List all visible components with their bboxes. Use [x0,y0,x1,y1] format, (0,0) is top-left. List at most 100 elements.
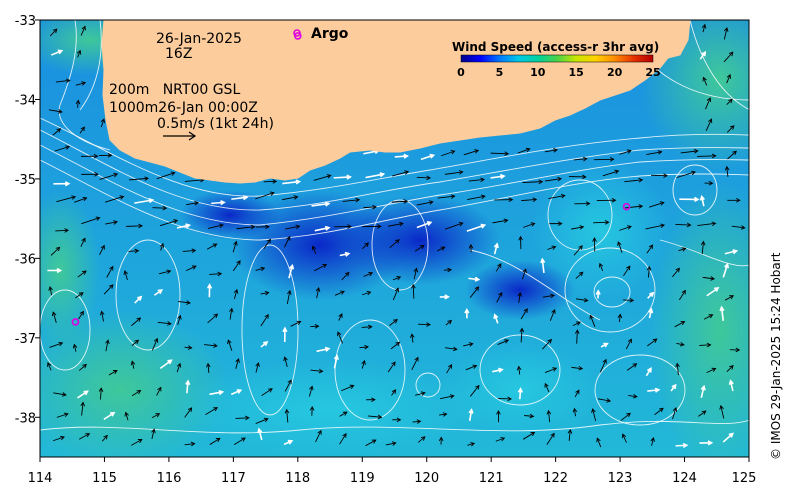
current-arrow [56,412,69,418]
current-arrow [723,27,729,40]
current-arrow [153,289,164,296]
current-arrow [391,199,409,204]
current-arrow [698,410,707,417]
lat-tick-label: -38 [15,412,36,427]
colorbar-ticks: 0 5 10 15 20 25 [457,66,660,79]
current-arrow [727,198,741,203]
current-arrow [676,170,696,179]
current-arrow [103,411,116,421]
current-arrow [567,428,573,441]
current-arrow [105,220,118,225]
current-arrow [125,223,143,229]
current-arrow [361,360,366,369]
current-arrow [282,195,299,201]
current-arrow [52,435,65,442]
current-arrow [599,358,607,373]
current-arrow [339,411,348,417]
current-arrow [363,271,374,277]
current-arrow [574,389,580,398]
current-arrow [731,225,746,230]
lat-tick-label: -33 [15,14,36,29]
current-arrow [517,291,523,303]
current-arrow [623,265,631,276]
current-arrow [159,359,173,370]
current-arrow [392,275,402,281]
current-arrow [394,153,410,159]
current-arrow [676,341,685,347]
current-arrow [672,267,680,278]
current-arrow [286,289,292,304]
current-arrow [617,313,623,323]
current-arrow [49,341,64,348]
current-arrow [546,409,552,423]
current-arrow [648,201,665,208]
current-arrow [255,191,275,200]
current-arrow [333,354,339,369]
current-arrow [80,401,86,416]
current-arrow [620,412,631,421]
current-arrow [151,337,159,351]
current-arrow [152,205,168,211]
current-arrow [184,441,196,447]
current-arrow [576,297,589,303]
current-arrow [467,442,476,447]
current-arrow [498,396,513,402]
current-arrow [314,225,331,232]
current-arrow [418,322,431,327]
current-arrow [131,390,142,397]
current-arrow [415,391,426,396]
current-arrow [98,387,104,400]
current-arrow [416,200,434,206]
current-arrow [465,364,478,371]
current-arrow [341,271,350,281]
current-arrow [309,405,315,416]
lon-tick-label: 120 [414,471,439,486]
current-arrow [255,224,270,230]
current-arrow [313,174,332,181]
current-arrow [413,267,419,280]
current-arrow [675,362,680,376]
current-arrow [209,389,225,396]
argo-float-marker [71,318,80,326]
current-arrow [727,150,737,160]
current-arrow [544,367,558,373]
flow-contours [40,20,749,434]
current-arrow [49,28,58,37]
current-arrow [654,407,664,416]
current-arrow [53,392,67,397]
current-arrow [571,365,584,371]
current-arrow [705,118,713,131]
current-arrow [444,170,464,175]
current-arrow [78,310,84,320]
current-arrow [619,225,632,231]
current-arrow [466,223,487,232]
current-arrow [722,262,730,278]
current-arrow [602,169,620,177]
current-arrow [675,442,689,449]
current-arrow [464,307,470,319]
current-arrow [209,271,223,277]
current-arrow [260,290,270,296]
current-arrow [438,436,444,445]
current-arrow [124,411,129,421]
current-arrow [52,128,62,136]
current-arrow [699,342,712,348]
current-arrow [233,288,239,300]
colorbar-title: Wind Speed (access-r 3hr avg) [452,40,659,54]
current-arrow [699,440,714,446]
current-arrow [728,379,734,392]
current-arrow [363,204,377,210]
current-arrow [182,248,197,254]
current-arrow [705,97,712,110]
current-arrow [233,437,246,446]
current-arrow [494,197,514,203]
current-arrow [440,394,455,400]
current-arrow [156,171,176,180]
current-arrow [679,196,700,203]
current-arrow [706,367,717,374]
current-arrow [47,267,63,274]
current-arrow [100,118,106,128]
current-arrow [441,150,456,157]
current-arrow [263,179,278,184]
lon-tick-label: 123 [608,471,633,486]
